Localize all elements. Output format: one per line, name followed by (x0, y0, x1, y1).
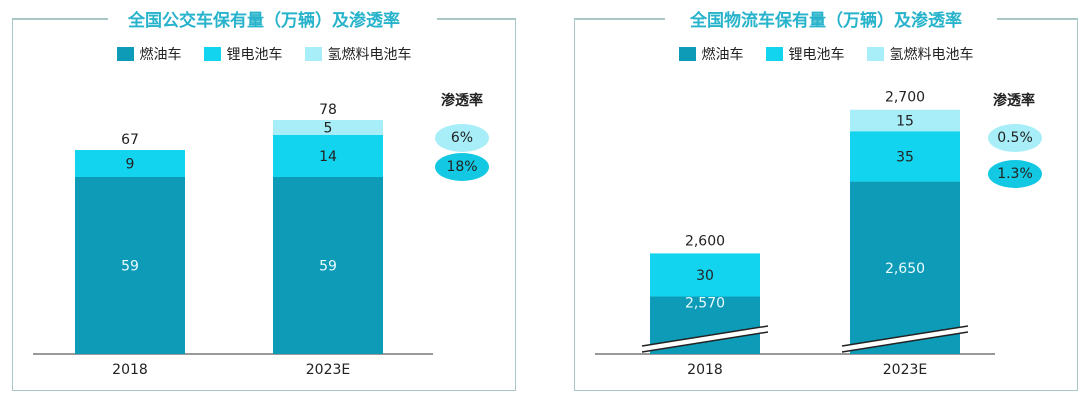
penetration-title: 渗透率 (993, 93, 1035, 109)
bar-segment-lithium (650, 253, 760, 297)
penetration-bubble-lithium: 1.3% (988, 160, 1042, 188)
legend-swatch-lithium (203, 47, 221, 61)
data-label: 14 (319, 149, 337, 165)
legend-swatch-fuel (116, 47, 134, 61)
legend-item-fuel: 燃油车 (678, 44, 744, 64)
chart-panel-logistics: 全国物流车保有量（万辆）及渗透率 燃油车 锂电池车 氢燃料电池车 2,570 30… (574, 11, 1078, 391)
total-label: 78 (319, 102, 337, 118)
axis-break-gap (842, 326, 968, 352)
bar-segment-fuel (850, 181, 960, 354)
bar-segment-hydrogen (850, 109, 960, 132)
data-label: 2,650 (885, 261, 925, 277)
axis-break-line (641, 325, 769, 347)
panel-topline-right (997, 18, 1077, 20)
data-label: 15 (896, 113, 914, 129)
legend-item-hydrogen: 氢燃料电池车 (866, 44, 974, 64)
legend-item-hydrogen: 氢燃料电池车 (304, 44, 412, 64)
total-label: 2,700 (885, 90, 925, 106)
bar-segment-hydrogen (273, 120, 383, 135)
legend-label: 氢燃料电池车 (327, 47, 412, 63)
legend-label: 锂电池车 (788, 47, 845, 63)
data-label: 35 (896, 149, 914, 165)
chart-title: 全国公交车保有量（万辆）及渗透率 (13, 6, 515, 31)
axis-break-line (841, 331, 969, 353)
data-label: 59 (319, 259, 337, 275)
x-tick-label: 2018 (687, 362, 723, 378)
legend-item-lithium: 锂电池车 (765, 44, 845, 64)
x-tick-label: 2023E (306, 362, 350, 378)
x-tick-label: 2023E (883, 362, 927, 378)
legend-swatch-lithium (765, 47, 783, 61)
penetration-bubble-lithium: 18% (435, 153, 489, 181)
x-tick-label: 2018 (112, 362, 148, 378)
data-label: 59 (121, 259, 139, 275)
data-label: 9 (126, 157, 135, 173)
axis-break-gap (642, 326, 768, 352)
axis-break-line (841, 325, 969, 347)
legend-item-lithium: 锂电池车 (203, 44, 283, 64)
legend-label: 燃油车 (701, 47, 744, 63)
chart-plot-bus: 59 9 67 2018 59 14 5 78 2023E (33, 102, 433, 378)
legend-label: 燃油车 (139, 47, 182, 63)
bar-segment-lithium (273, 135, 383, 177)
legend-swatch-fuel (678, 47, 696, 61)
panel-topline-left (13, 18, 108, 20)
penetration-title: 渗透率 (441, 93, 483, 109)
penetration-bubble-hydrogen: 6% (435, 124, 489, 152)
data-label: 2,570 (685, 296, 725, 312)
bar-segment-lithium (75, 150, 185, 177)
data-label: 30 (696, 268, 714, 284)
panel-topline-left (575, 18, 665, 20)
legend-label: 氢燃料电池车 (889, 47, 974, 63)
panel-topline-right (437, 18, 515, 20)
chart-legend: 燃油车 锂电池车 氢燃料电池车 (13, 44, 515, 64)
legend-swatch-hydrogen (304, 47, 322, 61)
penetration-bubble-hydrogen: 0.5% (988, 124, 1042, 152)
legend-label: 锂电池车 (226, 47, 283, 63)
data-label: 5 (324, 121, 333, 137)
bar-segment-fuel (273, 177, 383, 354)
axis-break-line (641, 331, 769, 353)
chart-panel-bus: 全国公交车保有量（万辆）及渗透率 燃油车 锂电池车 氢燃料电池车 59 9 67 20… (12, 11, 516, 391)
legend-swatch-hydrogen (866, 47, 884, 61)
chart-title: 全国物流车保有量（万辆）及渗透率 (575, 6, 1077, 31)
chart-plot-logistics: 2,570 30 2,600 2018 2,650 35 15 2,700 2023E (595, 90, 995, 378)
total-label: 67 (121, 132, 139, 148)
bar-segment-fuel (75, 177, 185, 354)
chart-legend: 燃油车 锂电池车 氢燃料电池车 (575, 44, 1077, 64)
bar-segment-lithium (850, 131, 960, 182)
legend-item-fuel: 燃油车 (116, 44, 182, 64)
total-label: 2,600 (685, 233, 725, 249)
